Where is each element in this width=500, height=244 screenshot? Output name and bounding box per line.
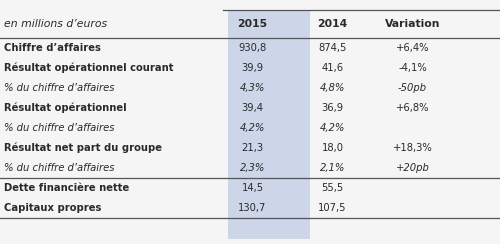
Text: Dette financière nette: Dette financière nette [4,183,129,193]
Text: 14,5: 14,5 [242,183,264,193]
Text: 874,5: 874,5 [318,43,346,53]
Text: Chiffre d’affaires: Chiffre d’affaires [4,43,101,53]
Text: 2014: 2014 [318,19,348,29]
Text: 4,2%: 4,2% [320,123,345,133]
Text: 930,8: 930,8 [238,43,266,53]
Text: 18,0: 18,0 [322,143,344,153]
Text: Résultat net part du groupe: Résultat net part du groupe [4,142,162,153]
Text: en millions d’euros: en millions d’euros [4,19,107,29]
Text: % du chiffre d’affaires: % du chiffre d’affaires [4,123,114,133]
Text: -50pb: -50pb [398,83,427,93]
Text: 130,7: 130,7 [238,203,266,213]
Text: Résultat opérationnel: Résultat opérationnel [4,102,126,113]
Bar [228,10,310,239]
Text: Capitaux propres: Capitaux propres [4,203,102,213]
Text: 4,8%: 4,8% [320,83,345,93]
Text: 21,3: 21,3 [242,143,264,153]
Text: Variation: Variation [385,19,440,29]
Text: +18,3%: +18,3% [392,143,432,153]
Text: 55,5: 55,5 [322,183,344,193]
Text: -4,1%: -4,1% [398,63,427,73]
Text: 2015: 2015 [238,19,268,29]
Text: +20pb: +20pb [396,163,430,173]
Text: +6,8%: +6,8% [396,103,429,113]
Text: 36,9: 36,9 [322,103,344,113]
Text: % du chiffre d’affaires: % du chiffre d’affaires [4,163,114,173]
Text: 41,6: 41,6 [322,63,344,73]
Text: 2,1%: 2,1% [320,163,345,173]
Text: 4,2%: 4,2% [240,123,265,133]
Text: 2,3%: 2,3% [240,163,265,173]
Text: % du chiffre d’affaires: % du chiffre d’affaires [4,83,114,93]
Text: +6,4%: +6,4% [396,43,429,53]
Text: 39,4: 39,4 [242,103,264,113]
Text: 39,9: 39,9 [242,63,264,73]
Text: 4,3%: 4,3% [240,83,265,93]
Text: 107,5: 107,5 [318,203,347,213]
Text: Résultat opérationnel courant: Résultat opérationnel courant [4,62,173,73]
